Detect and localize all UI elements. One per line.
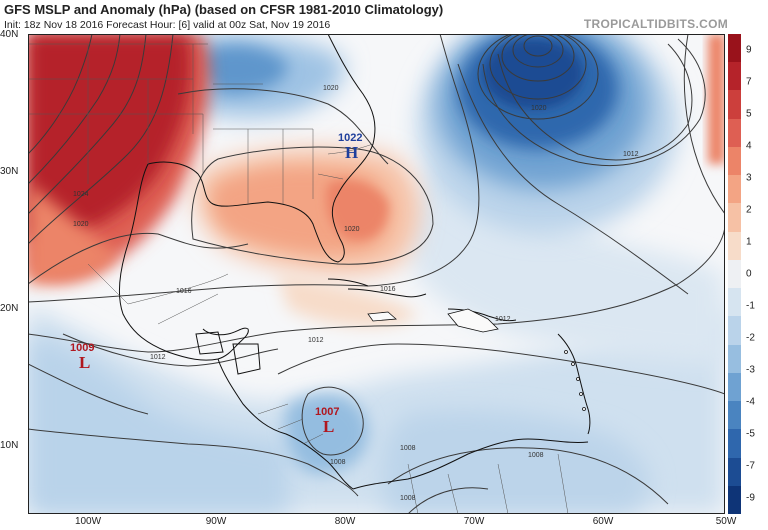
- brand-logo-text: TROPICALTIDBITS.COM: [583, 17, 728, 31]
- contour-label: 1012: [623, 151, 639, 158]
- contour-label: 1012: [495, 316, 511, 323]
- colorbar-swatch: [728, 175, 741, 204]
- colorbar-tick-label: 4: [746, 140, 752, 152]
- colorbar-tick-label: -9: [746, 492, 755, 504]
- colorbar-swatch: [728, 259, 741, 289]
- political-borders: [28, 43, 569, 514]
- western-high-anomaly: [28, 34, 725, 284]
- run-info: Init: 18z Nov 18 2016 Forecast Hour: [6]…: [4, 19, 331, 31]
- colorbar-swatch: [728, 146, 741, 176]
- contour-label: 1012: [150, 354, 166, 361]
- colorbar-tick-label: -2: [746, 332, 755, 344]
- header: GFS MSLP and Anomaly (hPa) (based on CFS…: [0, 0, 768, 34]
- colorbar-swatch: [728, 90, 741, 119]
- lon-label: 50W: [715, 516, 737, 527]
- colorbar-swatch: [728, 62, 741, 91]
- high-pressure-center[interactable]: 1022 H: [338, 132, 362, 162]
- lat-label: 20N: [0, 303, 19, 314]
- colorbar-tick-label: -5: [746, 428, 755, 440]
- atlantic-low-anomaly: [418, 34, 678, 234]
- coastlines: [118, 34, 591, 490]
- colorbar-swatch: [728, 429, 741, 458]
- colorbar-tick-label: 1: [746, 236, 752, 248]
- contour-label: 1016: [380, 286, 396, 293]
- anomaly-colorbar: [728, 34, 741, 514]
- contour-label: 1008: [528, 452, 544, 459]
- pressure-centers: 1022 H 1009 L 1007 L: [70, 132, 362, 436]
- map-panel[interactable]: 1020 1020 1024 1020 1016 1016 1012 1012 …: [28, 34, 725, 514]
- high-pressure-value: 1022: [338, 132, 362, 144]
- low-pressure-letter: L: [323, 417, 334, 436]
- low-pressure-center-pacific[interactable]: 1009 L: [70, 342, 94, 372]
- lon-label: 100W: [74, 516, 102, 527]
- contour-label: 1020: [344, 226, 360, 233]
- colorbar-tick-label: 9: [746, 44, 752, 56]
- colorbar-swatch: [728, 485, 741, 514]
- contour-label: 1008: [400, 495, 416, 502]
- colorbar-tick-label: -4: [746, 396, 755, 408]
- lon-label: 90W: [205, 516, 227, 527]
- colorbar-tick-label: -1: [746, 300, 755, 312]
- colorbar-swatch: [728, 288, 741, 317]
- colorbar-tick-label: 3: [746, 172, 752, 184]
- contour-label: 1012: [308, 337, 324, 344]
- lon-label: 70W: [463, 516, 485, 527]
- colorbar-swatch: [728, 401, 741, 430]
- colorbar-tick-label: -7: [746, 460, 755, 472]
- colorbar-swatch: [728, 372, 741, 402]
- contour-label: 1008: [400, 445, 416, 452]
- colorbar-swatch: [728, 203, 741, 232]
- lat-label: 30N: [0, 166, 19, 177]
- chart-title: GFS MSLP and Anomaly (hPa) (based on CFS…: [4, 2, 444, 17]
- isobars: [28, 34, 725, 514]
- contour-label: 1020: [531, 105, 547, 112]
- low-pressure-center-caribbean[interactable]: 1007 L: [315, 406, 339, 436]
- isobar-labels: 1020 1020 1024 1020 1016 1016 1012 1012 …: [73, 85, 639, 502]
- colorbar-swatch: [728, 118, 741, 147]
- contour-label: 1020: [323, 85, 339, 92]
- contour-label: 1020: [73, 221, 89, 228]
- low-pressure-value: 1009: [70, 342, 94, 354]
- colorbar-tick-label: -3: [746, 364, 755, 376]
- southeast-high-anomaly: [194, 148, 420, 327]
- mslp-anomaly-map: 1020 1020 1024 1020 1016 1016 1012 1012 …: [28, 34, 725, 514]
- colorbar-tick-label: 2: [746, 204, 752, 216]
- colorbar-tick-label: 0: [746, 268, 752, 280]
- colorbar-swatch: [728, 344, 741, 373]
- lat-label: 10N: [0, 440, 19, 451]
- colorbar-tick-label: 7: [746, 76, 752, 88]
- colorbar-tick-label: 5: [746, 108, 752, 120]
- low-pressure-letter: L: [79, 353, 90, 372]
- caribbean-islands: [367, 308, 586, 411]
- colorbar-swatch: [728, 231, 741, 260]
- colorbar-swatch: [728, 457, 741, 486]
- lat-label: 40N: [0, 29, 19, 40]
- contour-label: 1024: [73, 191, 89, 198]
- low-pressure-value: 1007: [315, 406, 339, 418]
- lon-label: 60W: [592, 516, 614, 527]
- colorbar-swatch: [728, 316, 741, 345]
- contour-label: 1016: [176, 288, 192, 295]
- contour-label: 1008: [330, 459, 346, 466]
- colorbar-swatch: [728, 34, 741, 63]
- map-frame: [28, 34, 725, 514]
- high-pressure-letter: H: [345, 143, 358, 162]
- lon-label: 80W: [334, 516, 356, 527]
